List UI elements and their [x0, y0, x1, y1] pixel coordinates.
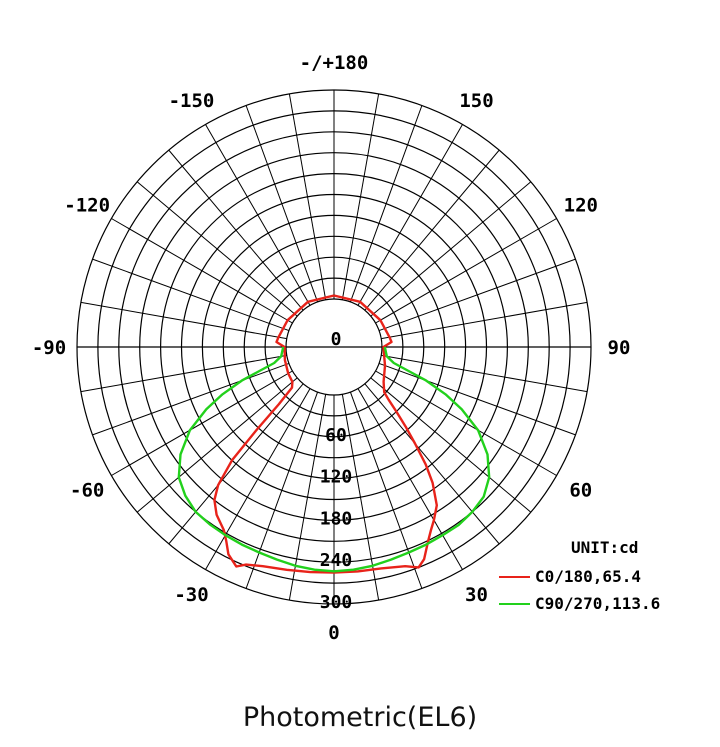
grid-spoke	[111, 218, 293, 324]
grid-spoke	[80, 354, 287, 393]
grid-spoke	[378, 362, 576, 436]
unit-label: UNIT:cd	[571, 538, 638, 557]
grid-spoke	[375, 370, 557, 476]
radial-tick-label: 0	[331, 329, 342, 350]
radial-tick-label: 300	[320, 592, 353, 613]
grid-spoke	[136, 181, 298, 317]
grid-spoke	[357, 124, 463, 306]
grid-spoke	[364, 383, 500, 545]
angle-label: -30	[174, 584, 208, 606]
grid-spoke	[205, 388, 311, 570]
grid-spoke	[370, 377, 532, 513]
angle-label: 0	[328, 622, 339, 644]
grid-spoke	[111, 370, 293, 476]
grid-spoke	[381, 354, 588, 393]
grid-spoke	[245, 105, 319, 303]
grid-spoke	[381, 301, 588, 340]
angle-label: -90	[32, 337, 66, 359]
grid-spoke	[245, 391, 319, 589]
angle-label: -120	[64, 195, 110, 217]
angle-label: -60	[70, 480, 104, 502]
legend-entry: C90/270,113.6	[535, 594, 660, 613]
grid-spoke	[168, 383, 304, 545]
polar-chart: -/+1801501209060300-30-60-90-120-1500601…	[32, 52, 660, 644]
legend-entry: C0/180,65.4	[535, 567, 641, 586]
grid-spoke	[349, 105, 423, 303]
chart-caption: Photometric(EL6)	[242, 702, 478, 733]
grid-spoke	[364, 149, 500, 311]
grid-spoke	[357, 388, 463, 570]
grid-spoke	[378, 258, 576, 332]
grid-spoke	[168, 149, 304, 311]
angle-label: 30	[465, 584, 488, 606]
radial-tick-label: 60	[325, 425, 347, 446]
radial-tick-label: 180	[320, 508, 353, 529]
grid-spoke	[375, 218, 557, 324]
radial-tick-label: 240	[320, 550, 353, 571]
grid-spoke	[92, 258, 290, 332]
grid-spoke	[80, 301, 287, 340]
grid-spoke	[370, 181, 532, 317]
angle-label: -/+180	[300, 52, 369, 74]
angle-label: 60	[569, 480, 592, 502]
angle-label: -150	[169, 90, 215, 112]
axis-labels: -/+1801501209060300-30-60-90-120-1500601…	[32, 52, 631, 644]
grid-spoke	[341, 93, 380, 300]
grid-spoke	[136, 377, 298, 513]
series-line-0	[213, 294, 438, 574]
radial-tick-label: 120	[320, 467, 353, 488]
series-line-1	[177, 346, 491, 573]
polar-grid	[76, 89, 592, 605]
legend: UNIT:cd C0/180,65.4 C90/270,113.6	[499, 538, 660, 613]
angle-label: 150	[459, 90, 493, 112]
angle-label: 90	[608, 337, 631, 359]
grid-spoke	[288, 93, 327, 300]
series-layer	[177, 294, 491, 574]
grid-spoke	[92, 362, 290, 436]
grid-spoke	[349, 391, 423, 589]
grid-spoke	[205, 124, 311, 306]
angle-label: 120	[564, 195, 598, 217]
